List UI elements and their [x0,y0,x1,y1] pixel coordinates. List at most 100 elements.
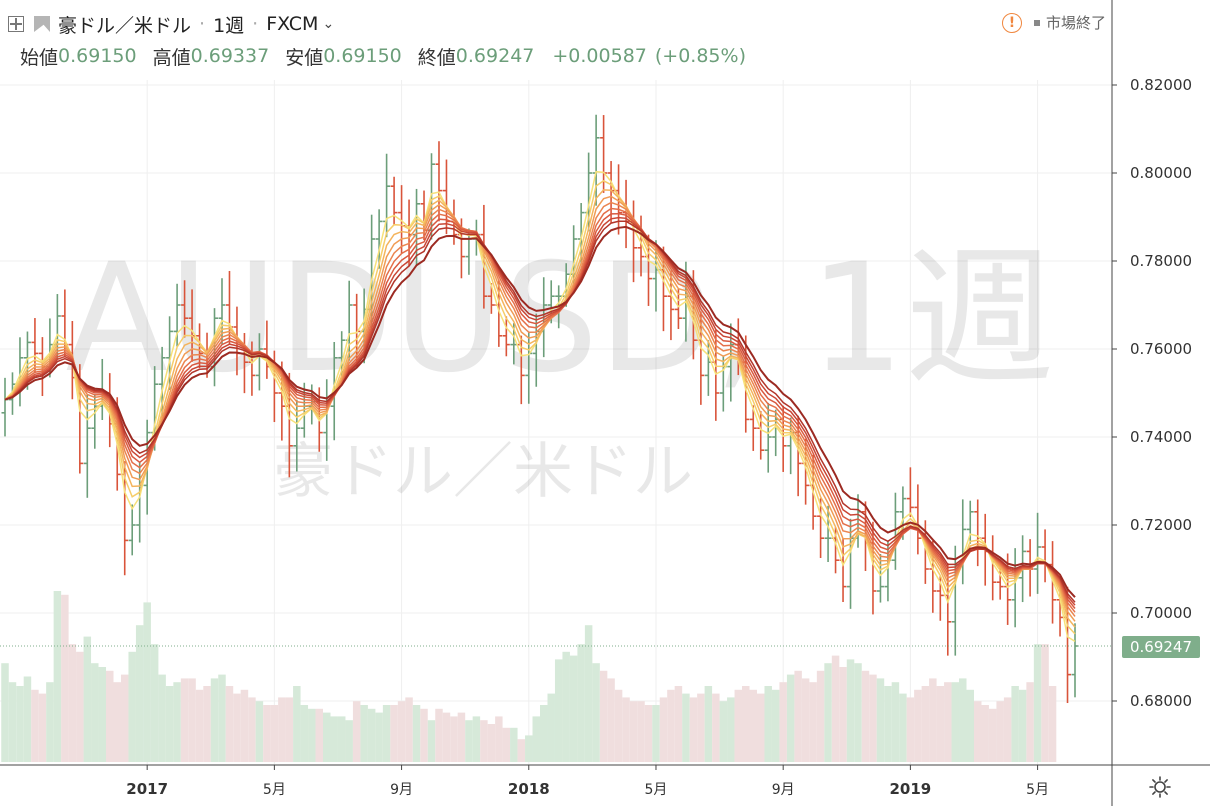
volume-bar [876,678,885,762]
candle [824,505,832,563]
volume-bar [442,712,451,762]
y-tick-labels: 0.82000 0.80000 0.78000 0.76000 0.74000 0.720… [1112,76,1192,710]
volume-bar [712,693,720,762]
y-tick-label: 0.74000 [1130,428,1192,446]
settings-gear-icon[interactable] [1149,776,1171,798]
volume-bar [921,686,930,762]
moving-average-line [4,212,1076,609]
y-tick-label: 0.70000 [1130,604,1192,622]
add-symbol-icon[interactable] [8,16,24,32]
volume-bar [929,678,937,762]
candle [255,333,263,391]
candle [83,394,91,498]
volume-bar [46,682,54,762]
candle [1,377,9,437]
volume-bar [981,705,989,762]
x-tick-labels: 2017 5月 9月 2018 5月 9月 2019 5月 [126,765,1049,798]
volume-bar [899,693,907,762]
candle [674,288,682,329]
separator-dot: · [199,13,206,35]
volume-bar [794,670,802,762]
volume-bar [824,663,832,762]
volume-bar [480,720,488,762]
volume-bar [973,701,982,762]
volume-bar [704,686,713,762]
candle [891,492,899,570]
candle [727,323,735,402]
volume-bar [180,678,189,762]
volume-bar [173,682,181,762]
volume-bar [405,697,413,762]
volume-bar [540,705,548,762]
volume-bar [218,674,226,762]
volume-bar [120,674,129,762]
volume-bar [278,697,286,762]
moving-average-line [4,225,1076,598]
volume-bar [510,727,518,762]
symbol-name[interactable]: 豪ドル／米ドル [58,14,192,37]
volume-bar [667,689,675,762]
y-tick-label: 0.76000 [1130,340,1192,358]
volume-bar [68,644,77,762]
moving-average-line [4,220,1076,603]
volume-bar [195,689,204,762]
candle [128,504,136,556]
volume-bar [203,686,211,762]
volume-bar [652,705,660,762]
volume-bar [106,670,114,762]
volume-bar [569,655,578,762]
volume-bar [188,678,196,762]
candle [914,484,922,555]
volume-bar [689,697,698,762]
volume-bar [345,720,353,762]
chevron-down-icon[interactable]: ⌄ [322,16,335,32]
separator-dot: · [252,13,259,35]
warning-icon[interactable]: ! [1001,12,1022,33]
moving-average-line [4,201,1076,617]
x-tick-label: 5月 [1026,782,1049,798]
market-status-label: 市場終了 [1045,14,1106,32]
volume-bar [98,667,107,762]
volume-bar [248,697,256,762]
candle [1011,548,1019,628]
source-label[interactable]: FXCM [266,13,319,35]
y-tick-label: 0.72000 [1130,516,1192,534]
volume-bar [165,686,174,762]
candle [16,337,24,407]
volume-bar [562,651,570,762]
volume-bar [891,682,900,762]
interval-label[interactable]: 1週 [213,14,245,37]
candle [592,114,600,206]
volume-bar [83,636,92,762]
volume-bar [1003,697,1012,762]
volume-bar [742,686,750,762]
volume-bar [644,705,653,762]
volume-bar [809,682,817,762]
x-tick-label: 2018 [508,780,550,798]
y-tick-label: 0.80000 [1130,164,1192,182]
volume-bar [210,678,219,762]
volume-bar [749,689,757,762]
volume-bar [360,705,368,762]
volume-bar [727,697,735,762]
volume-bar [420,708,428,762]
volume-bar [854,663,862,762]
x-tick-label: 2019 [890,780,932,798]
volume-bar [734,689,743,762]
volume-bar [457,712,466,762]
volume-series [1,591,1057,762]
volume-bar [1,663,9,762]
volume-bar [502,727,511,762]
volume-bar [1011,686,1019,762]
open-value: 0.69150 [58,45,137,67]
volume-bar [592,663,600,762]
volume-bar [944,682,952,762]
volume-bar [76,651,84,762]
moving-average-line [4,216,1076,606]
volume-bar [427,720,436,762]
volume-bar [988,708,997,762]
volume-bar [315,708,324,762]
volume-bar [285,697,294,762]
volume-bar [412,705,421,762]
